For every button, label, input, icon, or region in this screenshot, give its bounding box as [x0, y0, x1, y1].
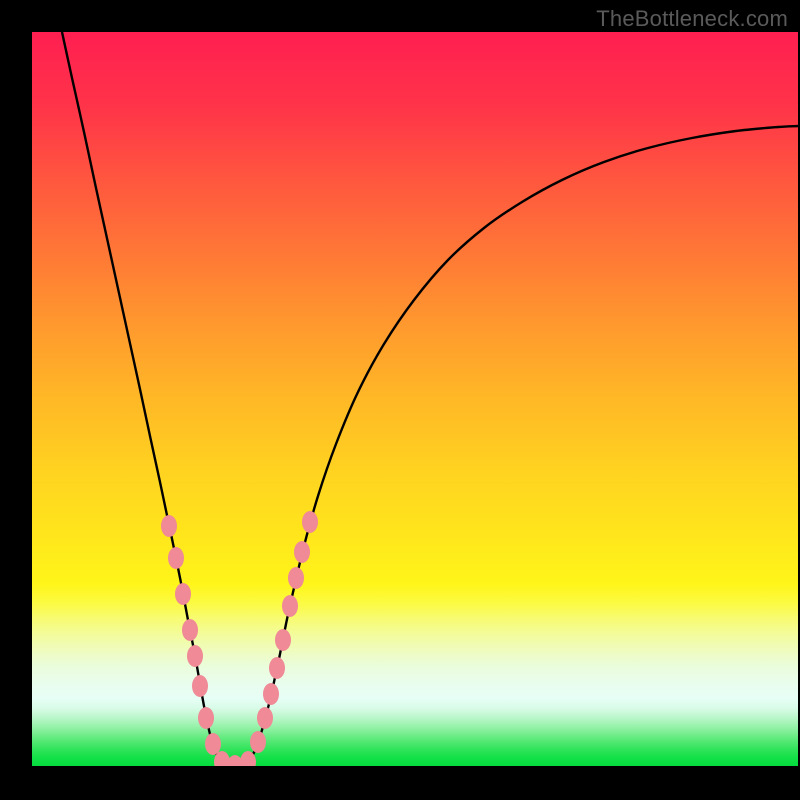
data-marker [275, 629, 291, 651]
data-marker [250, 731, 266, 753]
data-marker [187, 645, 203, 667]
plot-area [32, 32, 798, 766]
data-marker [161, 515, 177, 537]
data-marker [263, 683, 279, 705]
data-marker [205, 733, 221, 755]
watermark-text: TheBottleneck.com [596, 6, 788, 32]
data-marker [288, 567, 304, 589]
data-marker [182, 619, 198, 641]
chart-container: { "watermark": { "text": "TheBottleneck.… [0, 0, 800, 800]
data-marker [198, 707, 214, 729]
data-marker [302, 511, 318, 533]
curve-right-branch [235, 126, 798, 766]
data-marker [269, 657, 285, 679]
curve-left-branch [62, 32, 235, 766]
data-marker [282, 595, 298, 617]
data-marker [175, 583, 191, 605]
data-marker [257, 707, 273, 729]
data-marker [168, 547, 184, 569]
data-marker [192, 675, 208, 697]
curve-layer [32, 32, 798, 766]
data-marker [294, 541, 310, 563]
